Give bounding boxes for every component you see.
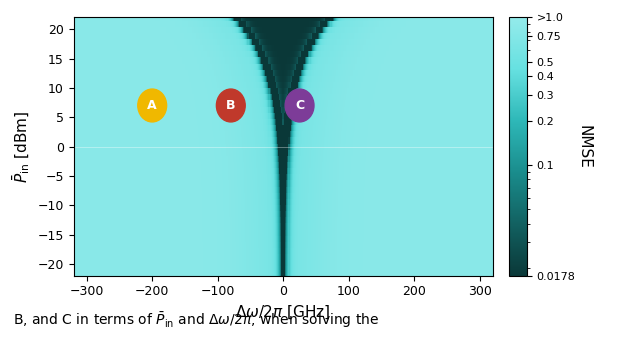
- Text: B, and C in terms of $\bar{P}_{\mathrm{in}}$ and $\Delta\omega/2\pi$, when solvi: B, and C in terms of $\bar{P}_{\mathrm{i…: [13, 311, 379, 331]
- Text: C: C: [295, 99, 304, 112]
- Ellipse shape: [216, 89, 245, 122]
- Ellipse shape: [285, 89, 314, 122]
- Y-axis label: NMSE: NMSE: [577, 125, 592, 169]
- X-axis label: $\Delta\omega/2\pi$ [GHz]: $\Delta\omega/2\pi$ [GHz]: [236, 304, 331, 321]
- Text: B: B: [226, 99, 236, 112]
- Text: A: A: [147, 99, 157, 112]
- Ellipse shape: [138, 89, 166, 122]
- Y-axis label: $\bar{P}_{\mathrm{in}}$ [dBm]: $\bar{P}_{\mathrm{in}}$ [dBm]: [10, 111, 32, 183]
